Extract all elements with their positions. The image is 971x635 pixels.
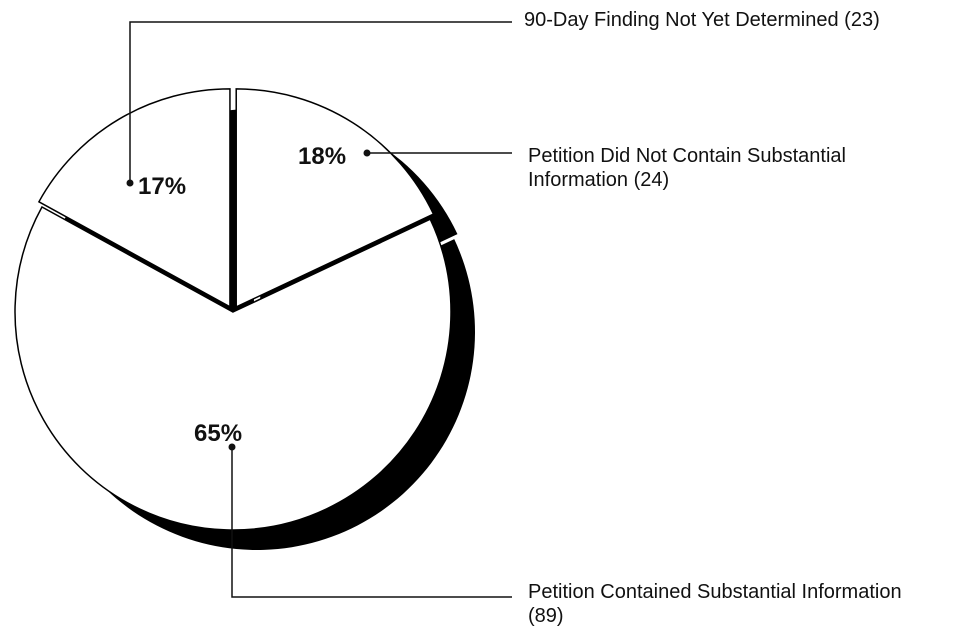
value-label: 18% [298,143,346,170]
value-label: 65% [194,420,242,447]
value-label: 17% [138,173,186,200]
category-label: 90-Day Finding Not Yet Determined (23) [524,9,880,31]
category-label: Petition Contained Substantial Informati… [528,581,902,627]
slice [235,88,435,309]
leader-line [231,447,512,598]
slice [14,205,452,531]
leader-line [129,21,512,183]
category-label: Petition Did Not Contain Substantial Inf… [528,145,846,191]
slice [37,88,231,309]
leader-dot [126,179,134,187]
leader-dot [363,149,371,157]
leader-dot [228,443,236,451]
